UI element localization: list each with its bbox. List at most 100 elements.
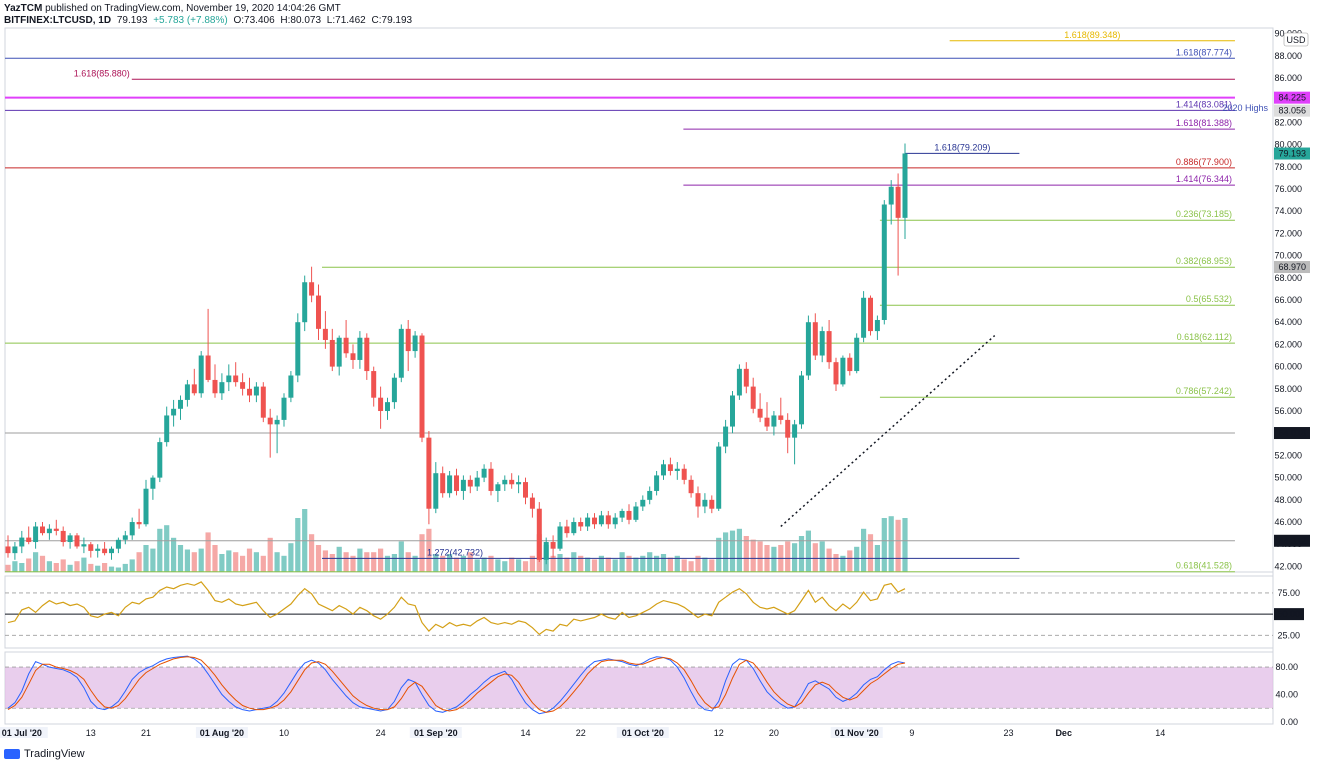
annotation-label: 2020 Highs — [1222, 103, 1268, 113]
volume-bar — [750, 539, 756, 572]
candle-body — [295, 322, 301, 376]
volume-bar — [578, 555, 584, 572]
volume-bar — [157, 528, 163, 572]
volume-bar — [233, 552, 239, 572]
candle-body — [191, 384, 197, 394]
candle-body — [60, 530, 66, 543]
volume-bar — [274, 552, 280, 572]
candle-body — [826, 331, 832, 363]
volume-bar — [164, 525, 170, 572]
volume-bar — [716, 537, 722, 572]
candle-body — [253, 386, 259, 396]
candle-body — [688, 479, 694, 494]
volume-bar — [867, 534, 874, 572]
time-tick-label: 23 — [1003, 728, 1013, 738]
price-badge-label: 84.225 — [1278, 93, 1306, 103]
candle-body — [115, 539, 121, 549]
rsi-pane — [4, 575, 1274, 649]
candle-body — [53, 528, 59, 531]
volume-bar — [688, 561, 694, 572]
candle-body — [364, 337, 370, 372]
time-label-bg — [409, 727, 462, 738]
time-label-bg — [830, 727, 883, 738]
stoch-k-line — [7, 655, 906, 715]
candle-body — [164, 415, 170, 443]
volume-bar — [474, 559, 480, 572]
volume-bar — [115, 567, 121, 572]
symbol-label[interactable]: BITFINEX:LTCUSD, 1D — [4, 15, 112, 26]
volume-bar — [39, 555, 46, 572]
volume-bar — [654, 555, 660, 572]
fib-level-label: 0.236(73.185) — [1176, 209, 1232, 219]
candle-body — [336, 337, 342, 367]
candle-body — [502, 479, 508, 485]
candle-body — [12, 546, 18, 554]
candle-body — [881, 204, 887, 320]
candle-body — [136, 522, 142, 525]
candle-body — [854, 337, 860, 372]
price-tick-label: 42.000 — [1274, 561, 1302, 571]
candle-body — [178, 399, 183, 409]
candle-body — [626, 510, 632, 520]
volume-bar — [171, 537, 177, 572]
price-tick-label: 62.000 — [1274, 339, 1302, 349]
candle-body — [812, 322, 818, 356]
price-tick-label: 58.000 — [1274, 384, 1302, 394]
candle-body — [571, 522, 577, 534]
tradingview-brand: TradingView — [4, 748, 85, 760]
candle-body — [378, 397, 384, 412]
time-tick-label: 10 — [279, 728, 289, 738]
volume-bar — [847, 550, 853, 572]
candle-body — [550, 542, 556, 549]
fib-level-label: 0.618(41.528) — [1176, 561, 1232, 571]
candle-body — [874, 319, 880, 332]
candle-body — [371, 371, 377, 398]
volume-bar — [322, 550, 328, 572]
volume-bar — [550, 555, 556, 572]
volume-bar — [343, 552, 349, 572]
volume-bar — [267, 537, 273, 572]
candle-body — [391, 377, 397, 403]
time-label-bg — [616, 727, 669, 738]
currency-button[interactable] — [1283, 32, 1309, 47]
fib-level-label: 1.414(76.344) — [1176, 174, 1232, 184]
candle-body — [129, 522, 135, 536]
volume-bar — [246, 548, 253, 572]
price-tick-label: 88.000 — [1274, 51, 1302, 61]
candle-body — [46, 528, 52, 534]
volume-bar — [585, 557, 591, 572]
volume-bar — [419, 534, 425, 572]
volume-bar — [391, 554, 397, 572]
last-price: 79.193 — [116, 15, 148, 26]
candle-body — [40, 526, 45, 534]
volume-bar — [81, 557, 87, 572]
volume-bar — [205, 532, 211, 572]
volume-bar — [26, 558, 32, 572]
volume-bar — [798, 536, 805, 572]
candle-body — [661, 464, 666, 476]
candle-body — [233, 375, 239, 383]
candle-body — [847, 357, 853, 372]
candle-body — [481, 468, 487, 478]
candle-body — [495, 484, 501, 491]
volume-bar — [840, 555, 846, 572]
price-tick-label: 46.000 — [1274, 517, 1302, 527]
candle-body — [426, 437, 432, 509]
price-change: +5.783 (+7.88%) — [153, 15, 228, 26]
price-tick-label: 50.000 — [1274, 473, 1302, 483]
volume-bar — [122, 563, 128, 572]
candle-body — [488, 468, 494, 491]
candle-body — [778, 415, 784, 420]
volume-bar — [88, 563, 94, 572]
rsi-tick-label: 25.00 — [1277, 630, 1300, 640]
candle-body — [329, 339, 335, 367]
rsi-line — [7, 581, 906, 636]
time-tick-label: 21 — [141, 728, 151, 738]
stoch-tick-label: 0.00 — [1280, 717, 1298, 727]
candle-body — [529, 497, 535, 509]
candle-body — [702, 499, 708, 507]
volume-bar — [288, 543, 294, 572]
stoch-tick-label: 40.00 — [1275, 690, 1298, 700]
candles-layer — [5, 143, 908, 565]
